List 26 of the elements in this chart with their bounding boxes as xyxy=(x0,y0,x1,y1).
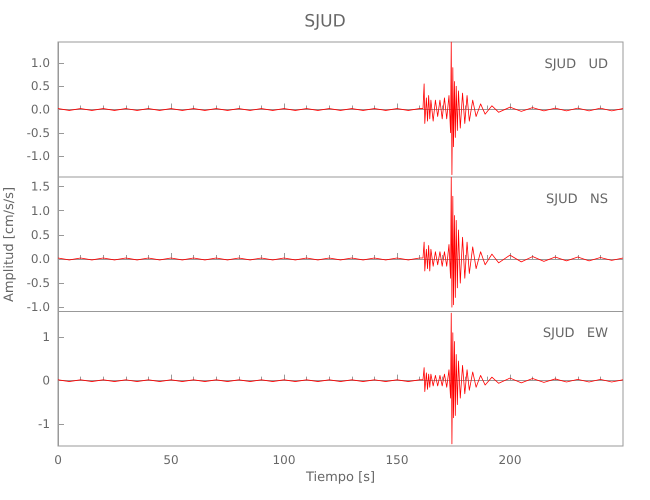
x-tick-label: 0 xyxy=(54,453,62,468)
y-tick-label: 1 xyxy=(42,330,50,344)
annotation: SJUD UD xyxy=(544,57,608,72)
annotation: SJUD EW xyxy=(542,326,608,342)
y-tick-label: -1.0 xyxy=(26,149,50,164)
y-tick-label: 0.0 xyxy=(30,102,50,116)
y-tick-label: 1.5 xyxy=(30,179,50,194)
x-tick-label: 150 xyxy=(386,453,408,468)
y-tick-label: -0.5 xyxy=(26,276,50,290)
y-tick-label: -1.0 xyxy=(26,300,50,314)
x-tick-label: 200 xyxy=(498,453,522,468)
y-tick-label: 1.0 xyxy=(30,203,50,218)
y-tick-label: 0.0 xyxy=(30,252,50,266)
y-tick-label: -1 xyxy=(38,418,50,432)
x-axis-title: Tiempo [s] xyxy=(304,470,376,486)
y-tick-label: -0.5 xyxy=(26,126,50,140)
y-tick-label: 1.0 xyxy=(30,56,50,70)
y-tick-label: 0.5 xyxy=(30,228,50,242)
y-axis-title: Amplitud [cm/s/s] xyxy=(2,186,17,302)
chart-title: SJUD xyxy=(304,12,346,32)
x-tick-label: 50 xyxy=(163,453,179,468)
x-tick-label: 100 xyxy=(272,453,296,468)
y-tick-label: 0 xyxy=(42,374,50,388)
y-tick-label: 0.5 xyxy=(30,79,50,94)
annotation: SJUD NS xyxy=(546,192,608,207)
line-series xyxy=(58,176,624,308)
